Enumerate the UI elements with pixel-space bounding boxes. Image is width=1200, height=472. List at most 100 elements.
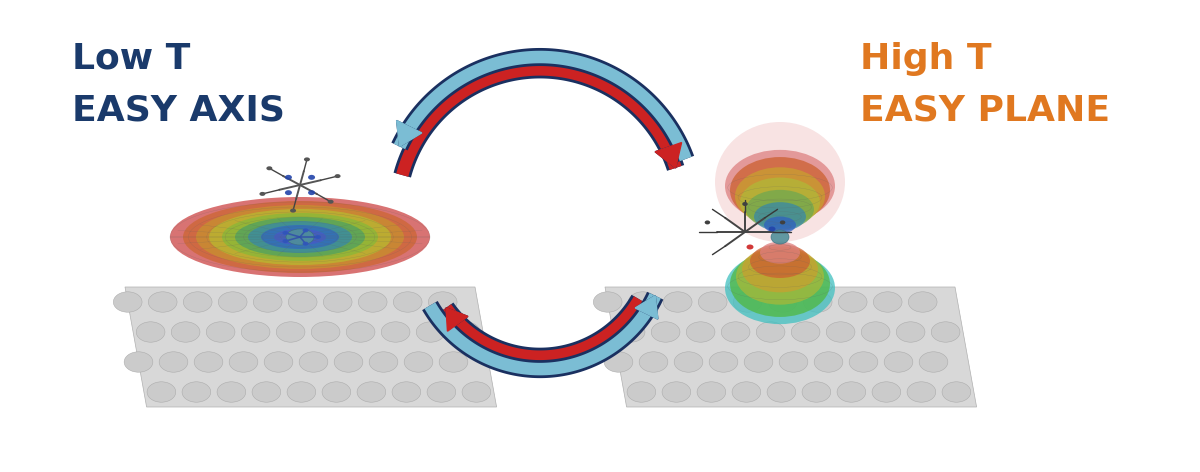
Ellipse shape [382, 322, 410, 342]
Ellipse shape [652, 322, 680, 342]
Ellipse shape [802, 382, 830, 402]
Ellipse shape [768, 292, 797, 312]
Ellipse shape [149, 292, 178, 312]
Ellipse shape [284, 190, 292, 195]
Ellipse shape [284, 175, 292, 180]
Ellipse shape [780, 220, 785, 224]
Ellipse shape [299, 352, 328, 372]
Ellipse shape [217, 382, 246, 402]
Ellipse shape [290, 209, 296, 212]
Ellipse shape [709, 352, 738, 372]
Ellipse shape [772, 230, 790, 244]
Ellipse shape [148, 382, 175, 402]
Ellipse shape [686, 322, 715, 342]
Ellipse shape [628, 382, 655, 402]
Ellipse shape [328, 200, 334, 204]
Ellipse shape [697, 382, 726, 402]
Ellipse shape [288, 292, 317, 312]
Ellipse shape [206, 322, 235, 342]
Ellipse shape [746, 244, 754, 250]
Ellipse shape [743, 202, 748, 206]
Ellipse shape [266, 166, 272, 170]
Ellipse shape [282, 239, 288, 243]
Ellipse shape [746, 190, 814, 229]
Ellipse shape [896, 322, 925, 342]
Ellipse shape [264, 352, 293, 372]
Ellipse shape [730, 251, 830, 317]
Text: High T: High T [860, 42, 991, 76]
Ellipse shape [277, 229, 324, 245]
Ellipse shape [734, 167, 826, 225]
Ellipse shape [404, 352, 433, 372]
Ellipse shape [907, 382, 936, 402]
Ellipse shape [229, 352, 258, 372]
Ellipse shape [241, 322, 270, 342]
Polygon shape [605, 287, 977, 407]
Ellipse shape [732, 382, 761, 402]
Ellipse shape [172, 322, 200, 342]
Ellipse shape [358, 382, 385, 402]
Ellipse shape [750, 244, 810, 278]
Ellipse shape [137, 322, 164, 342]
Ellipse shape [262, 225, 340, 249]
Polygon shape [397, 120, 421, 146]
Ellipse shape [259, 192, 265, 196]
Ellipse shape [725, 150, 835, 222]
Ellipse shape [235, 217, 365, 257]
Ellipse shape [359, 292, 388, 312]
Ellipse shape [640, 352, 668, 372]
Ellipse shape [756, 322, 785, 342]
Ellipse shape [698, 292, 727, 312]
Ellipse shape [276, 322, 305, 342]
Ellipse shape [733, 292, 762, 312]
Polygon shape [655, 143, 682, 168]
Polygon shape [125, 287, 497, 407]
Ellipse shape [715, 122, 845, 242]
Ellipse shape [451, 322, 480, 342]
Ellipse shape [462, 382, 491, 402]
Ellipse shape [803, 292, 832, 312]
Ellipse shape [335, 174, 341, 178]
Ellipse shape [196, 205, 404, 269]
Ellipse shape [791, 322, 820, 342]
Ellipse shape [593, 292, 622, 312]
Ellipse shape [182, 382, 211, 402]
Ellipse shape [736, 249, 824, 304]
Ellipse shape [428, 292, 457, 312]
Ellipse shape [248, 221, 352, 253]
Ellipse shape [779, 352, 808, 372]
Ellipse shape [272, 228, 328, 246]
Ellipse shape [392, 382, 421, 402]
Ellipse shape [838, 382, 865, 402]
Ellipse shape [617, 322, 644, 342]
Ellipse shape [113, 292, 142, 312]
Ellipse shape [730, 157, 830, 223]
Ellipse shape [874, 292, 902, 312]
Ellipse shape [931, 322, 960, 342]
Ellipse shape [744, 352, 773, 372]
Ellipse shape [674, 352, 703, 372]
Ellipse shape [308, 175, 316, 180]
Polygon shape [635, 296, 658, 319]
Ellipse shape [287, 382, 316, 402]
Ellipse shape [908, 292, 937, 312]
Ellipse shape [754, 202, 806, 231]
Ellipse shape [767, 382, 796, 402]
Ellipse shape [304, 157, 310, 161]
Ellipse shape [308, 190, 316, 195]
Ellipse shape [334, 352, 362, 372]
Ellipse shape [253, 292, 282, 312]
Ellipse shape [268, 226, 332, 248]
Ellipse shape [764, 217, 796, 234]
Ellipse shape [194, 352, 223, 372]
Ellipse shape [427, 382, 456, 402]
Ellipse shape [124, 352, 152, 372]
Ellipse shape [160, 352, 188, 372]
Ellipse shape [768, 227, 775, 231]
Ellipse shape [862, 322, 890, 342]
Ellipse shape [170, 197, 430, 277]
Polygon shape [446, 308, 468, 331]
Ellipse shape [814, 352, 842, 372]
Ellipse shape [884, 352, 913, 372]
Ellipse shape [662, 382, 691, 402]
